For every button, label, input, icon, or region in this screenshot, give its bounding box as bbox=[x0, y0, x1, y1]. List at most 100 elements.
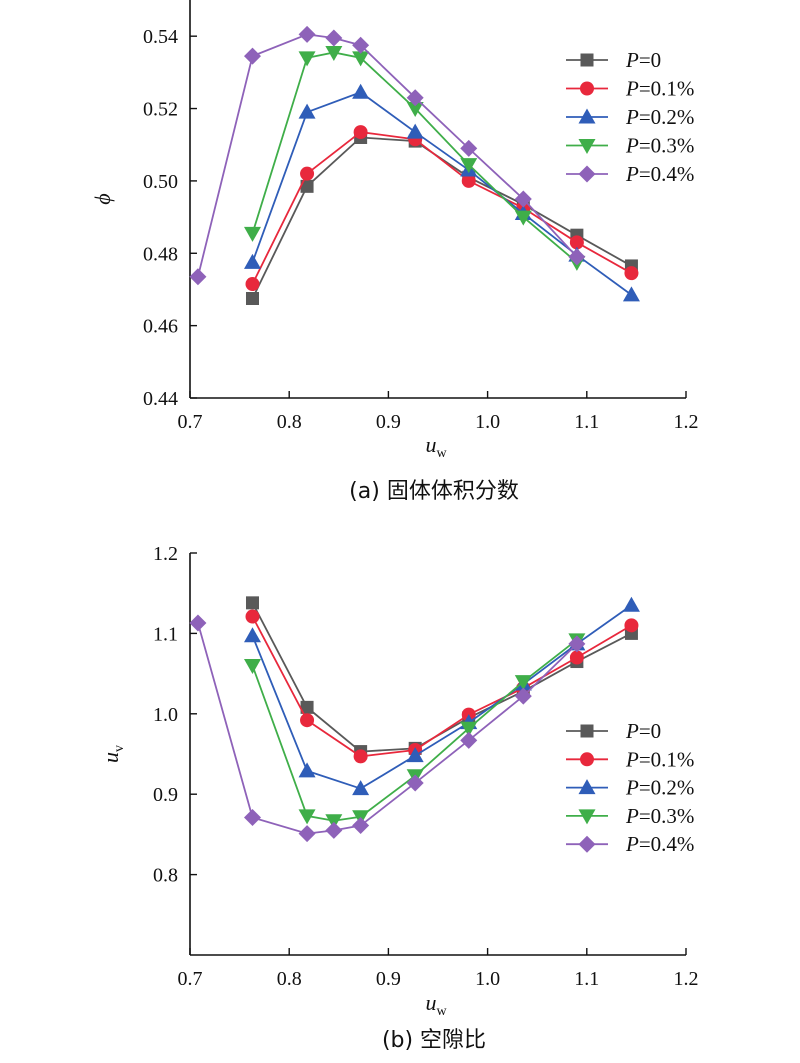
x-axis-title: uw bbox=[425, 432, 447, 461]
series-4 bbox=[189, 25, 586, 286]
legend-label: P=0 bbox=[625, 719, 661, 743]
data-point bbox=[353, 749, 368, 764]
x-axis-title: uw bbox=[425, 990, 447, 1019]
legend-marker bbox=[578, 809, 596, 825]
legend-label: P=0.3% bbox=[625, 134, 694, 158]
data-point bbox=[406, 123, 424, 139]
series-3 bbox=[243, 45, 586, 271]
x-tick-label: 0.9 bbox=[376, 968, 401, 990]
series-line bbox=[251, 51, 578, 264]
data-point bbox=[245, 609, 260, 624]
data-point bbox=[245, 596, 259, 610]
y-tick-label: 1.0 bbox=[153, 704, 178, 726]
data-point bbox=[353, 125, 368, 140]
data-point bbox=[300, 166, 315, 181]
data-point bbox=[325, 814, 343, 830]
x-tick-label: 1.1 bbox=[574, 968, 599, 990]
legend-marker bbox=[580, 724, 594, 738]
legend-label: P=0.2% bbox=[625, 776, 694, 800]
data-point bbox=[569, 650, 584, 665]
series-2 bbox=[243, 596, 640, 796]
y-tick-label: 0.54 bbox=[143, 26, 178, 48]
legend-label: P=0.4% bbox=[625, 832, 694, 856]
series-line bbox=[197, 622, 578, 835]
data-point bbox=[352, 83, 370, 99]
legend-label: P=0.4% bbox=[625, 162, 694, 186]
data-point bbox=[352, 36, 370, 54]
data-point bbox=[325, 29, 343, 47]
data-point bbox=[243, 627, 261, 643]
y-tick-label: 0.52 bbox=[143, 99, 178, 121]
figure-caption: (b) 空隙比 bbox=[382, 1028, 486, 1053]
series-line bbox=[251, 136, 632, 299]
data-point bbox=[243, 659, 261, 675]
data-point bbox=[189, 614, 207, 632]
legend-item: P=0.1% bbox=[566, 77, 694, 101]
data-point bbox=[514, 687, 532, 705]
y-tick-label: 0.46 bbox=[143, 316, 178, 338]
y-tick-label: 0.44 bbox=[143, 388, 178, 410]
legend-item: P=0.2% bbox=[566, 776, 694, 800]
series-line bbox=[197, 33, 578, 278]
data-point bbox=[406, 747, 424, 763]
data-point bbox=[461, 173, 476, 188]
legend-label: P=0 bbox=[625, 48, 661, 72]
data-point bbox=[569, 235, 584, 250]
y-tick-label: 0.8 bbox=[153, 865, 178, 887]
legend-marker bbox=[578, 108, 596, 124]
data-point bbox=[298, 51, 316, 67]
legend-marker bbox=[580, 81, 594, 96]
legend-item: P=0.3% bbox=[566, 804, 694, 828]
legend-marker bbox=[578, 779, 596, 795]
data-point bbox=[352, 817, 370, 835]
legend-marker bbox=[578, 139, 596, 154]
data-point bbox=[325, 821, 343, 839]
y-tick-label: 0.9 bbox=[153, 784, 178, 806]
data-point bbox=[352, 51, 370, 67]
legend-item: P=0.2% bbox=[566, 105, 694, 129]
legend-marker bbox=[580, 752, 594, 767]
series-1 bbox=[245, 609, 639, 764]
legend: P=0 P=0.1% P=0.2% P=0.3% P=0.4% bbox=[566, 719, 694, 856]
legend-item: P=0 bbox=[566, 48, 661, 72]
y-tick-label: 0.48 bbox=[143, 243, 178, 265]
data-point bbox=[325, 45, 343, 61]
data-point bbox=[300, 713, 315, 728]
x-tick-label: 0.7 bbox=[178, 411, 203, 433]
data-point bbox=[298, 103, 316, 119]
data-point bbox=[460, 731, 478, 749]
data-point bbox=[514, 210, 532, 226]
y-tick-label: 1.2 bbox=[153, 543, 178, 565]
figure-caption: (a) 固体体积分数 bbox=[349, 479, 519, 504]
data-point bbox=[243, 253, 261, 269]
series-line bbox=[251, 131, 632, 285]
legend-label: P=0.1% bbox=[625, 747, 694, 771]
x-tick-label: 0.9 bbox=[376, 411, 401, 433]
data-point bbox=[514, 190, 532, 208]
legend-item: P=0 bbox=[566, 719, 661, 743]
data-point bbox=[622, 596, 640, 612]
data-point bbox=[298, 25, 316, 43]
legend: P=0 P=0.1% P=0.2% P=0.3% P=0.4% bbox=[566, 48, 694, 186]
data-point bbox=[243, 47, 261, 65]
chart-a: 0.7 0.8 0.9 1.0 1.1 1.2 0.44 0.46 0.48 0.50 0.52 0.… bbox=[90, 0, 699, 504]
data-point bbox=[460, 158, 478, 174]
data-point bbox=[298, 825, 316, 843]
x-tick-label: 1.2 bbox=[674, 968, 699, 990]
x-tick-label: 1.1 bbox=[574, 411, 599, 433]
legend-label: P=0.3% bbox=[625, 804, 694, 828]
legend-label: P=0.1% bbox=[625, 77, 694, 101]
data-point bbox=[352, 780, 370, 796]
series-3 bbox=[243, 633, 586, 830]
data-point bbox=[568, 635, 586, 653]
data-point bbox=[514, 675, 532, 691]
data-point bbox=[298, 809, 316, 825]
legend-label: P=0.2% bbox=[625, 105, 694, 129]
data-point bbox=[189, 268, 207, 286]
series-4 bbox=[189, 614, 586, 843]
chart-b: 0.7 0.8 0.9 1.0 1.1 1.2 0.8 0.9 1.0 1.1 1.2 uw uv P=0… bbox=[98, 543, 699, 1053]
series-0 bbox=[245, 596, 638, 759]
data-point bbox=[300, 179, 314, 193]
